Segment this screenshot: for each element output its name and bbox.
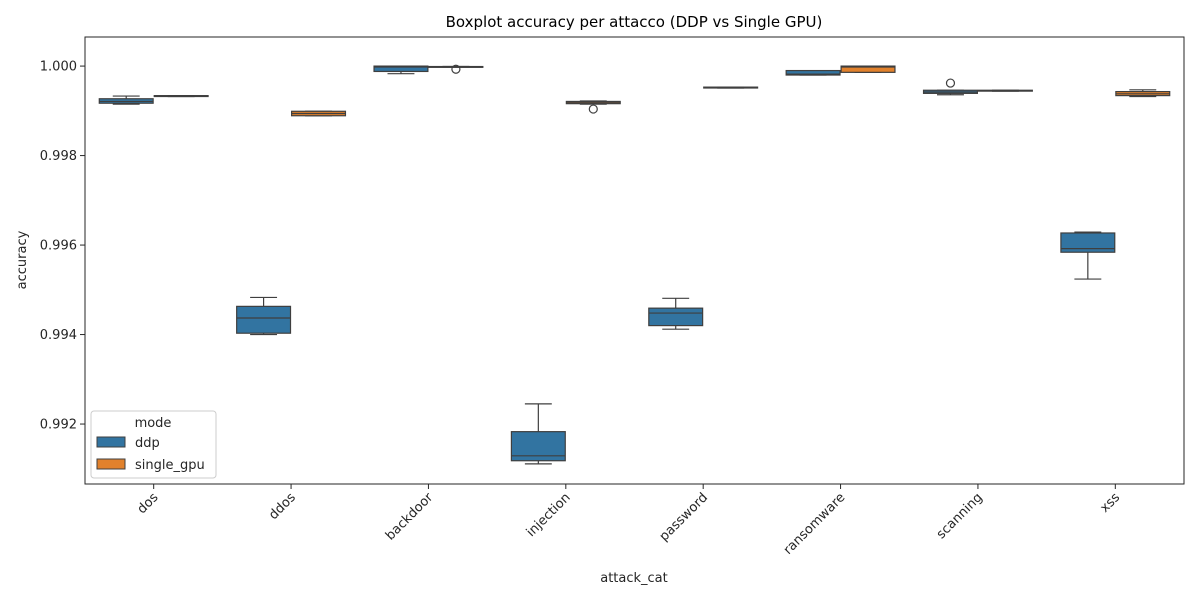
plot-frame	[84, 36, 1185, 485]
box-iqr	[785, 69, 841, 76]
x-tick-label-dos: dos	[135, 490, 162, 517]
legend-label-single-gpu: single_gpu	[135, 458, 205, 473]
x-tick-label-backdoor: backdoor	[383, 490, 437, 544]
box-ddp-scanning	[922, 78, 978, 96]
y-tick-label: 0.992	[40, 418, 77, 433]
x-tick-label-password: password	[657, 490, 711, 544]
chart-title: Boxplot accuracy per attacco (DDP vs Sin…	[446, 13, 823, 31]
x-tick-label-scanning: scanning	[934, 490, 986, 542]
box-ddp-injection	[510, 403, 566, 465]
legend-title: mode	[135, 416, 172, 431]
x-tick-label-ddos: ddos	[266, 490, 299, 523]
box-single-gpu-dos	[153, 95, 209, 98]
y-axis: 0.992 0.994 0.996 0.998 1.000	[40, 60, 85, 433]
box-single-gpu-ransomware	[840, 65, 896, 73]
x-tick-label-xss: xss	[1098, 490, 1124, 516]
box-ddp-backdoor	[373, 65, 429, 75]
legend: mode ddp single_gpu	[90, 410, 217, 479]
box-iqr	[236, 305, 292, 334]
outlier-point	[451, 64, 461, 74]
x-tick-label-injection: injection	[524, 490, 574, 540]
y-tick-label: 0.994	[40, 328, 77, 343]
y-tick-label: 0.998	[40, 149, 77, 164]
box-ddp-password	[648, 297, 704, 330]
box-iqr	[1060, 232, 1116, 253]
box-ddp-xss	[1060, 231, 1116, 280]
box-iqr	[373, 65, 429, 73]
box-iqr	[840, 65, 896, 73]
box-single-gpu-scanning	[977, 89, 1033, 92]
box-single-gpu-password	[703, 86, 759, 89]
legend-swatch-single-gpu	[96, 458, 126, 470]
box-ddp-dos	[98, 95, 154, 105]
box-single-gpu-ddos	[291, 110, 347, 117]
x-tick-label-ransomware: ransomware	[781, 490, 849, 558]
box-ddp-ransomware	[785, 69, 841, 76]
box-single-gpu-injection	[565, 100, 621, 114]
y-axis-title: accuracy	[15, 230, 30, 289]
x-axis-title: attack_cat	[600, 571, 668, 586]
box-ddp-ddos	[236, 296, 292, 336]
box-single-gpu-backdoor	[428, 64, 484, 74]
x-axis: dos ddos backdoor injection password ransomwa…	[135, 484, 1124, 558]
outlier-point	[945, 78, 956, 88]
y-tick-label: 1.000	[40, 60, 77, 75]
y-tick-label: 0.996	[40, 239, 77, 254]
plot-area	[98, 64, 1171, 465]
outlier-point	[588, 104, 598, 114]
legend-swatch-ddp	[96, 436, 126, 448]
legend-label-ddp: ddp	[135, 436, 160, 451]
box-single-gpu-xss	[1115, 89, 1171, 98]
box-iqr	[648, 307, 704, 327]
